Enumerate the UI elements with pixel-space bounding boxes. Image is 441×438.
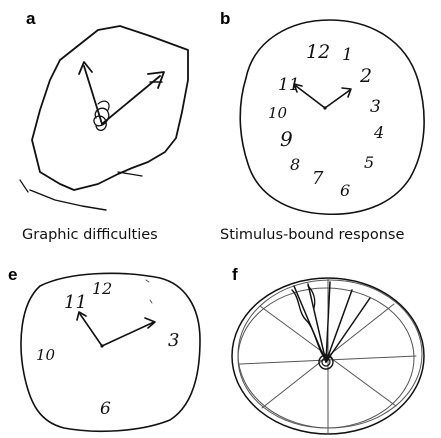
clock-number: 4: [373, 123, 384, 142]
clock-number: 1: [342, 45, 353, 65]
clock-number: 11: [278, 75, 300, 95]
clock-number: 8: [290, 155, 300, 174]
panel-f: f: [220, 256, 441, 438]
clock-drawing-a: [19, 25, 189, 211]
clock-number: 5: [364, 153, 374, 172]
clock-number: 2: [359, 65, 372, 87]
panel-letter-a: a: [26, 9, 36, 28]
clock-number: 3: [370, 97, 381, 117]
clock-drawing-f: [231, 277, 425, 435]
panel-e: e 11 12 3 10 6: [0, 256, 220, 438]
clock-number: 11: [64, 292, 87, 313]
clock-drawing-b: 12 1 2 11 3 10 4 9 5 8 7 6: [239, 19, 425, 216]
caption-b: Stimulus-bound response: [220, 227, 405, 243]
clock-number: 6: [340, 181, 350, 200]
clock-number: 10: [36, 346, 56, 364]
clock-number: 10: [268, 104, 288, 122]
panel-letter-b: b: [220, 9, 231, 28]
clock-number: 7: [312, 168, 324, 189]
clock-number: 9: [280, 127, 293, 151]
caption-a: Graphic difficulties: [22, 227, 158, 243]
panel-letter-e: e: [8, 265, 18, 284]
clock-drawing-e: 11 12 3 10 6: [20, 272, 201, 433]
clock-number: 6: [100, 399, 111, 419]
clock-number: 3: [168, 330, 179, 351]
clock-number: 12: [92, 279, 112, 298]
clock-number: 12: [306, 41, 330, 63]
panel-b: b 12 1 2 11 3 10 4 9 5 8 7 6 Stimulus-bo…: [220, 0, 441, 250]
panel-letter-f: f: [232, 265, 238, 284]
panel-a: a Graphic difficulties: [0, 0, 220, 250]
